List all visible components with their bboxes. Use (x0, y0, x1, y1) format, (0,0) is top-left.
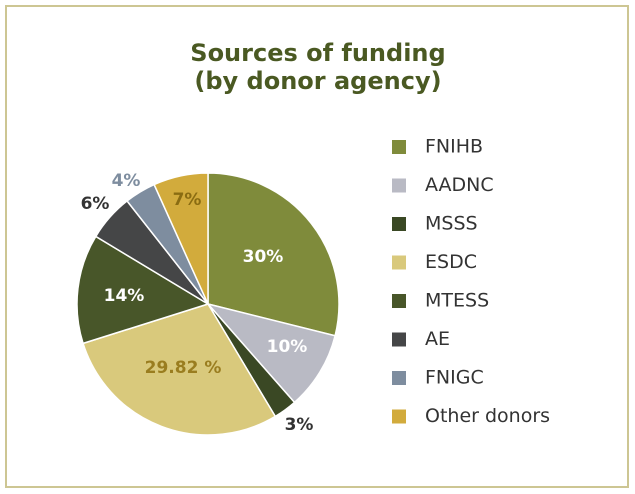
legend-label: ESDC (425, 251, 477, 273)
legend-swatch (392, 178, 406, 193)
legend-swatch (392, 409, 406, 424)
pie-slice (76, 235, 210, 345)
legend-swatch (392, 332, 406, 347)
legend-label: FNIGC (425, 367, 484, 389)
chart-title: Sources of funding (190, 39, 445, 67)
legend-label: MSSS (425, 213, 478, 235)
legend-label: Other donors (425, 405, 550, 427)
data-label: 7% (173, 190, 202, 210)
pie-slice (205, 302, 337, 404)
pie-slice (82, 303, 277, 436)
data-label: 14% (104, 286, 145, 306)
data-label: 3% (285, 415, 314, 435)
data-label: 4% (112, 171, 141, 191)
data-label: 29.82 % (145, 358, 222, 378)
pie-slice (207, 172, 340, 337)
legend-swatch (392, 140, 406, 154)
legend-swatch (392, 294, 406, 308)
data-label: 10% (267, 337, 308, 357)
legend-swatch (392, 255, 406, 270)
legend-label: FNIHB (425, 136, 483, 158)
legend-label: AADNC (425, 174, 494, 196)
data-label: 6% (81, 194, 110, 214)
chart-subtitle: (by donor agency) (194, 67, 441, 95)
data-label: 30% (243, 247, 284, 267)
legend-label: MTESS (425, 290, 489, 312)
legend-label: AE (425, 328, 450, 350)
legend-swatch (392, 371, 406, 385)
legend-swatch (392, 217, 406, 231)
pie-slice (153, 172, 209, 305)
